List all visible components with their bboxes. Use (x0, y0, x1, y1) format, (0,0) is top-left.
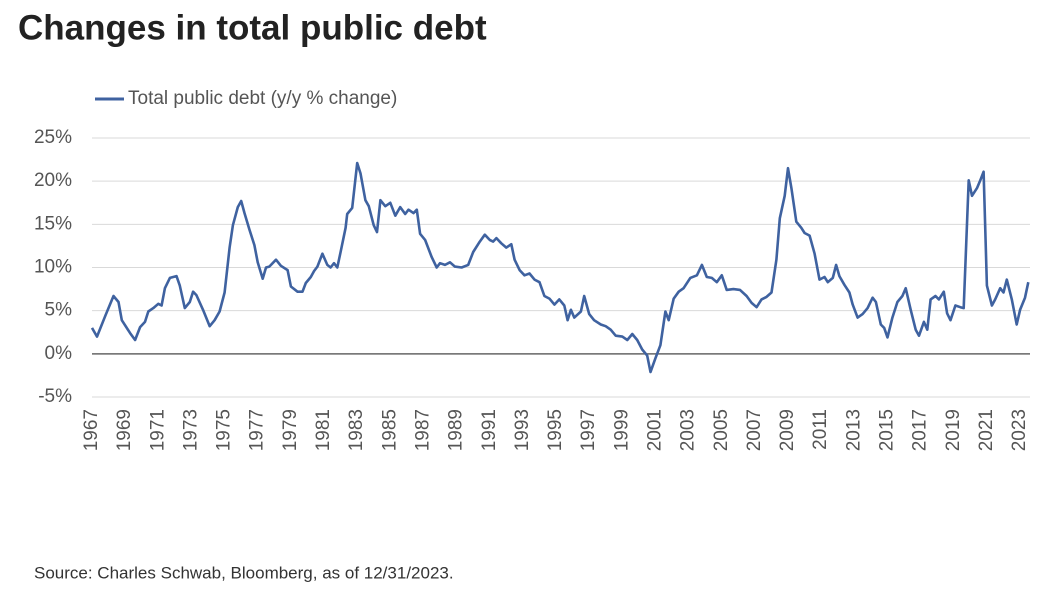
y-tick-label: 0% (45, 343, 73, 364)
x-tick-label: 2017 (910, 409, 931, 451)
x-tick-label: 1991 (479, 409, 500, 451)
x-tick-label: 2015 (876, 409, 897, 451)
x-tick-label: 1971 (147, 409, 168, 451)
x-tick-label: 2019 (943, 409, 964, 451)
x-tick-label: 1995 (545, 409, 566, 451)
x-tick-label: 1987 (412, 409, 433, 451)
x-tick-label: 2009 (777, 409, 798, 451)
x-tick-label: 2011 (810, 409, 831, 450)
x-tick-label: 2021 (976, 409, 997, 451)
x-tick-label: 2023 (1009, 409, 1030, 451)
y-tick-label: -5% (38, 386, 72, 407)
x-tick-label: 1975 (214, 409, 235, 451)
source-note: Source: Charles Schwab, Bloomberg, as of… (34, 563, 454, 582)
x-tick-label: 1989 (446, 409, 467, 451)
x-tick-label: 1979 (280, 409, 301, 451)
x-tick-label: 2005 (711, 409, 732, 451)
y-tick-label: 20% (34, 170, 72, 191)
y-tick-label: 5% (45, 300, 73, 321)
x-tick-label: 2003 (678, 409, 699, 451)
y-tick-label: 25% (34, 127, 72, 148)
x-tick-label: 1993 (512, 409, 533, 451)
data-line (90, 161, 1030, 374)
x-tick-label: 1999 (611, 409, 632, 451)
x-tick-label: 2013 (843, 409, 864, 451)
x-tick-label: 1967 (81, 409, 102, 451)
legend-label: Total public debt (y/y % change) (128, 88, 397, 109)
x-tick-label: 1983 (346, 409, 367, 451)
x-tick-label: 1985 (379, 409, 400, 451)
y-tick-label: 15% (34, 213, 72, 234)
x-tick-label: 1997 (578, 409, 599, 451)
x-tick-label: 1969 (114, 409, 135, 451)
x-tick-label: 2001 (644, 409, 665, 451)
x-tick-label: 1973 (180, 409, 201, 451)
x-tick-label: 2007 (744, 409, 765, 451)
chart-title: Changes in total public debt (18, 8, 487, 47)
x-tick-label: 1981 (313, 409, 334, 451)
x-tick-label: 1977 (247, 409, 268, 451)
y-tick-label: 10% (34, 257, 72, 278)
